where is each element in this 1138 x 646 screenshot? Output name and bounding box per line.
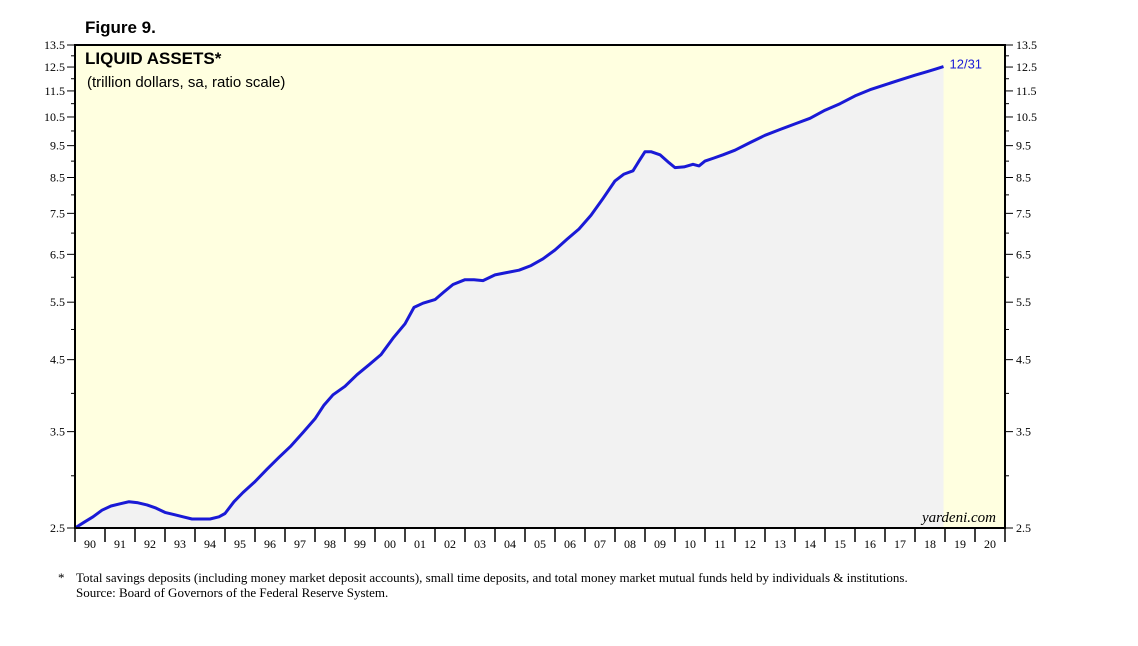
y-tick-label-left: 10.5 (44, 110, 65, 124)
x-tick-label: 18 (924, 537, 936, 551)
y-tick-label-left: 4.5 (50, 353, 65, 367)
y-tick-label-left: 2.5 (50, 521, 65, 535)
x-tick-label: 14 (804, 537, 816, 551)
x-tick-label: 05 (534, 537, 546, 551)
chart-subtitle: (trillion dollars, sa, ratio scale) (87, 74, 285, 91)
x-tick-label: 90 (84, 537, 96, 551)
y-tick-label-right: 7.5 (1016, 206, 1031, 220)
y-tick-label-left: 9.5 (50, 139, 65, 153)
y-tick-label-right: 4.5 (1016, 353, 1031, 367)
y-tick-label-right: 10.5 (1016, 110, 1037, 124)
y-tick-label-left: 13.5 (44, 38, 65, 52)
x-tick-label: 19 (954, 537, 966, 551)
y-tick-label-right: 12.5 (1016, 60, 1037, 74)
watermark: yardeni.com (920, 510, 996, 526)
future-background (943, 45, 1005, 528)
x-tick-label: 99 (354, 537, 366, 551)
x-tick-label: 10 (684, 537, 696, 551)
x-tick-label: 00 (384, 537, 396, 551)
y-tick-label-right: 9.5 (1016, 139, 1031, 153)
x-tick-label: 16 (864, 537, 876, 551)
y-tick-label-left: 6.5 (50, 247, 65, 261)
x-tick-label: 09 (654, 537, 666, 551)
y-tick-label-left: 5.5 (50, 295, 65, 309)
y-tick-label-right: 8.5 (1016, 170, 1031, 184)
x-tick-label: 97 (294, 537, 306, 551)
y-tick-label-left: 7.5 (50, 206, 65, 220)
x-tick-label: 92 (144, 537, 156, 551)
footnote-marker: * (58, 570, 65, 585)
x-tick-label: 13 (774, 537, 786, 551)
y-tick-label-left: 3.5 (50, 425, 65, 439)
x-tick-label: 01 (414, 537, 426, 551)
x-tick-label: 91 (114, 537, 126, 551)
x-tick-label: 02 (444, 537, 456, 551)
area-fill (75, 66, 944, 528)
last-value-label: 12/31 (950, 57, 983, 72)
x-tick-label: 95 (234, 537, 246, 551)
y-axis-left: 2.5 3.5 4.5 5.5 6.5 7.5 8.5 9.5 10.5 11.5 12.5 13.5 (44, 38, 75, 535)
x-tick-label: 03 (474, 537, 486, 551)
y-tick-label-right: 13.5 (1016, 38, 1037, 52)
x-tick-label: 94 (204, 537, 216, 551)
chart-title: LIQUID ASSETS* (85, 49, 222, 68)
x-tick-label: 93 (174, 537, 186, 551)
footnote-text: Total savings deposits (including money … (76, 570, 908, 585)
y-tick-label-left: 11.5 (44, 84, 65, 98)
y-tick-label-right: 11.5 (1016, 84, 1037, 98)
y-tick-label-left: 8.5 (50, 170, 65, 184)
x-tick-label: 04 (504, 537, 516, 551)
footnote: * Total savings deposits (including mone… (58, 570, 1018, 600)
footnote-source: Source: Board of Governors of the Federa… (76, 585, 389, 600)
x-tick-label: 08 (624, 537, 636, 551)
y-tick-label-right: 5.5 (1016, 295, 1031, 309)
x-tick-label: 20 (984, 537, 996, 551)
x-tick-label: 96 (264, 537, 276, 551)
y-axis-right: 2.5 3.5 4.5 5.5 6.5 7.5 8.5 9.5 10.5 11.5 12.5 13.5 (1005, 38, 1037, 535)
series-line (74, 65, 944, 530)
y-tick-label-left: 12.5 (44, 60, 65, 74)
plot-frame (74, 44, 1006, 529)
x-tick-label: 11 (714, 537, 726, 551)
y-tick-label-right: 3.5 (1016, 425, 1031, 439)
y-tick-label-right: 6.5 (1016, 247, 1031, 261)
x-tick-label: 15 (834, 537, 846, 551)
x-tick-label: 07 (594, 537, 606, 551)
x-tick-label: 12 (744, 537, 756, 551)
x-tick-label: 17 (894, 537, 906, 551)
figure-label: Figure 9. (85, 18, 156, 37)
y-tick-label-right: 2.5 (1016, 521, 1031, 535)
x-axis: 90 91 92 93 94 95 96 97 98 99 00 01 02 03 04 05 06 07 08 09… (74, 528, 1006, 551)
x-tick-label: 98 (324, 537, 336, 551)
x-tick-label: 06 (564, 537, 576, 551)
